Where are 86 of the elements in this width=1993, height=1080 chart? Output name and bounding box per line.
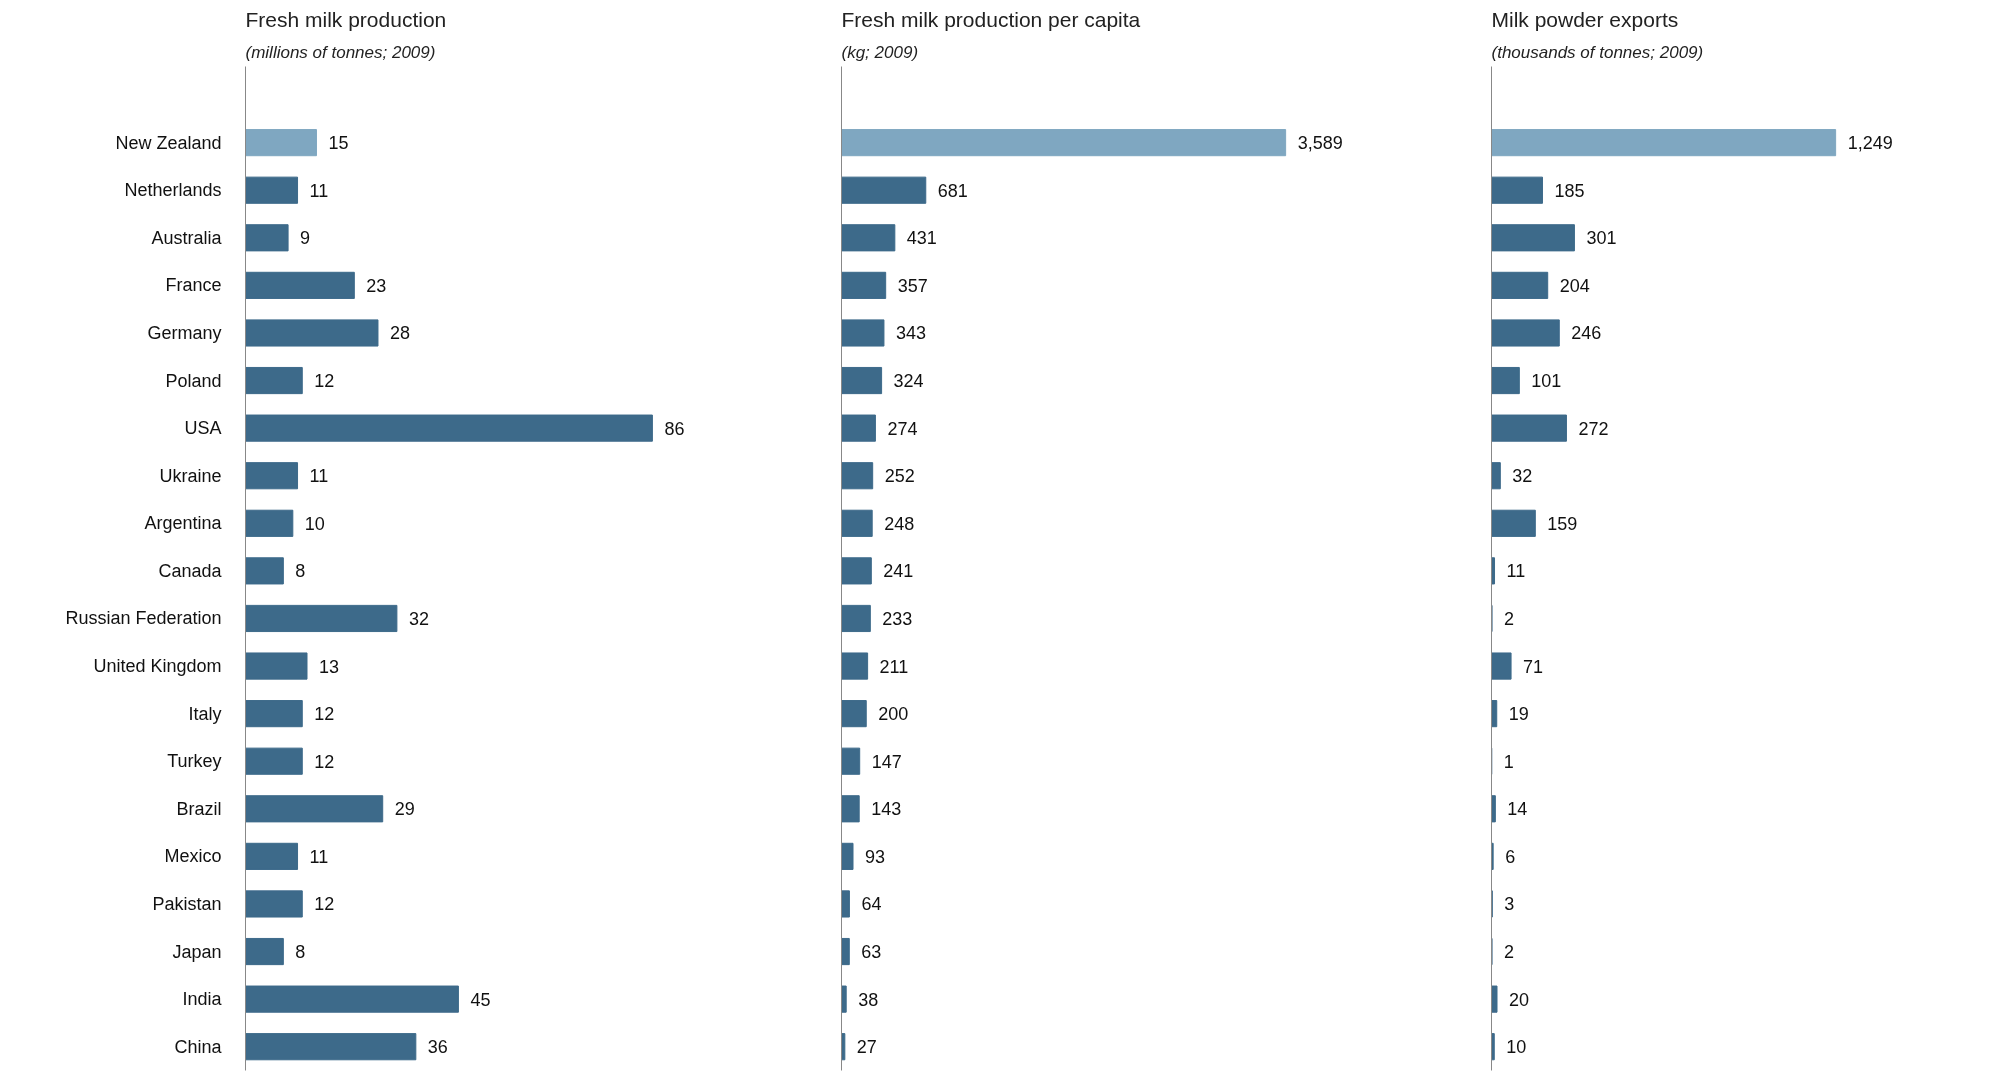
data-label: 11: [309, 180, 329, 201]
chart-subtitle: (millions of tonnes; 2009): [245, 42, 436, 62]
data-label: 8: [295, 561, 306, 582]
data-label: 357: [897, 275, 928, 296]
data-label: 93: [865, 846, 886, 867]
data-label: 233: [882, 608, 913, 629]
y-tick-label: Pakistan: [152, 893, 222, 914]
data-label: 45: [470, 989, 491, 1010]
data-label: 185: [1554, 180, 1585, 201]
data-label: 19: [1508, 704, 1529, 725]
data-label: 2: [1504, 608, 1515, 629]
data-label: 10: [304, 513, 325, 534]
data-label: 27: [856, 1037, 877, 1058]
data-label: 8: [295, 942, 306, 963]
data-label: 2: [1504, 942, 1515, 963]
data-label: 272: [1578, 418, 1609, 439]
data-label: 13: [319, 656, 340, 677]
data-label: 101: [1531, 371, 1562, 392]
data-label: 11: [309, 466, 329, 487]
data-label: 12: [314, 751, 335, 772]
data-label: 36: [427, 1037, 448, 1058]
data-label: 11: [1506, 561, 1526, 582]
data-label: 20: [1509, 989, 1530, 1010]
y-tick-label: China: [174, 1036, 223, 1057]
data-label: 1,249: [1847, 133, 1893, 154]
chart-subtitle: (thousands of tonnes; 2009): [1491, 42, 1704, 62]
data-label: 28: [389, 323, 411, 344]
y-tick-label: Italy: [188, 703, 222, 724]
data-label: 32: [1512, 466, 1533, 487]
y-tick-label: Russian Federation: [65, 608, 222, 629]
data-label: 3,589: [1297, 133, 1343, 154]
data-label: 86: [664, 418, 685, 439]
chart-title: Fresh milk production per capita: [841, 7, 1141, 31]
data-label: 9: [300, 228, 311, 249]
y-tick-label: Canada: [158, 560, 223, 581]
y-tick-label: Ukraine: [159, 465, 222, 486]
data-label: 147: [871, 751, 902, 772]
data-label: 32: [408, 608, 429, 629]
data-label: 252: [884, 466, 915, 487]
y-tick-label: Turkey: [167, 751, 222, 772]
data-label: 29: [394, 799, 415, 820]
y-tick-label: Brazil: [176, 798, 222, 819]
data-label: 63: [861, 942, 882, 963]
y-tick-label: Australia: [151, 227, 223, 248]
data-label: 11: [309, 846, 329, 867]
data-label: 248: [884, 513, 915, 534]
y-tick-label: New Zealand: [115, 132, 222, 153]
data-label: 241: [883, 561, 914, 582]
y-tick-label: Poland: [165, 370, 222, 391]
data-label: 324: [893, 371, 924, 392]
data-label: 12: [314, 704, 335, 725]
data-label: 23: [366, 275, 387, 296]
data-label: 274: [887, 418, 918, 439]
y-tick-label: Germany: [147, 322, 222, 343]
data-label: 15: [328, 133, 349, 154]
data-label: 343: [895, 323, 926, 344]
y-tick-label: Netherlands: [124, 180, 222, 201]
data-label: 200: [878, 704, 909, 725]
data-label: 159: [1547, 513, 1578, 534]
data-label: 64: [861, 894, 882, 915]
data-label: 1: [1503, 751, 1514, 772]
data-label: 6: [1505, 846, 1516, 867]
data-label: 143: [871, 799, 902, 820]
data-label: 431: [906, 228, 937, 249]
y-tick-label: Japan: [172, 941, 222, 962]
y-tick-label: Argentina: [144, 513, 223, 534]
y-tick-label: USA: [184, 418, 222, 439]
data-label: 12: [314, 894, 335, 915]
data-label: 681: [937, 180, 968, 201]
data-label: 204: [1559, 275, 1590, 296]
data-label: 10: [1506, 1037, 1527, 1058]
data-label: 211: [879, 656, 909, 677]
y-tick-label: France: [165, 275, 222, 296]
chart-title: Fresh milk production: [245, 7, 447, 31]
data-label: 246: [1571, 323, 1602, 344]
data-label: 14: [1507, 799, 1528, 820]
data-label: 12: [314, 371, 335, 392]
chart-title: Milk powder exports: [1491, 7, 1679, 31]
chart-subtitle: (kg; 2009): [841, 42, 919, 62]
data-label: 301: [1586, 228, 1617, 249]
data-label: 3: [1504, 894, 1515, 915]
y-tick-label: Mexico: [164, 846, 222, 867]
y-tick-label: United Kingdom: [93, 656, 222, 677]
y-tick-label: India: [182, 989, 223, 1010]
data-label: 38: [858, 989, 879, 1010]
data-label: 71: [1523, 656, 1544, 677]
